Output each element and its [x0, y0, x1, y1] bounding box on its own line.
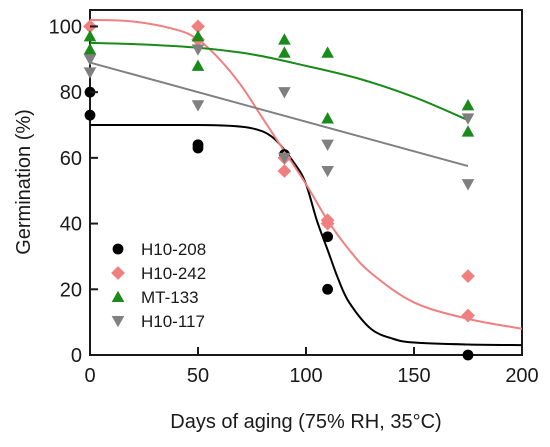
data-point-mt-133 — [83, 43, 97, 55]
legend-label-h10-117: H10-117 — [141, 312, 205, 331]
fit-curve-h10-208 — [89, 123, 523, 347]
data-point-h10-242 — [461, 269, 475, 284]
data-point-h10-242 — [320, 216, 335, 231]
data-point-h10-117 — [321, 165, 334, 178]
data-point-h10-117 — [461, 179, 475, 191]
data-points — [83, 19, 475, 361]
data-point-h10-117 — [461, 113, 475, 125]
x-tick-label: 50 — [187, 365, 209, 387]
axis-ticks: 0 50 100 150 200 0 20 40 60 80 100 — [49, 16, 539, 387]
data-point-h10-242 — [277, 164, 292, 178]
data-point-h10-208 — [84, 109, 96, 121]
x-tick-label: 100 — [289, 365, 322, 387]
data-point-h10-208 — [322, 231, 333, 243]
legend-marker-h10-242 — [111, 266, 125, 280]
y-tick-label: 20 — [60, 279, 82, 301]
data-point-h10-117 — [191, 44, 205, 56]
legend-marker-h10-208 — [112, 243, 124, 255]
data-point-mt-133 — [278, 46, 291, 58]
data-point-h10-242 — [461, 308, 475, 323]
data-point-h10-208 — [192, 142, 204, 154]
data-point-mt-133 — [191, 59, 205, 71]
y-tick-label: 40 — [60, 214, 82, 236]
data-point-mt-133 — [83, 29, 97, 42]
legend-marker-h10-117 — [111, 315, 125, 328]
fit-curves — [89, 18, 523, 347]
data-point-mt-133 — [321, 46, 334, 58]
data-point-h10-208 — [322, 283, 333, 295]
data-point-h10-117 — [278, 87, 291, 99]
x-axis-title: Days of aging (75% RH, 35°C) — [170, 411, 441, 433]
fit-curve-h10-117 — [89, 61, 469, 168]
data-point-mt-133 — [461, 125, 475, 137]
y-tick-label: 0 — [71, 345, 82, 367]
x-tick-label: 0 — [84, 365, 95, 387]
data-point-mt-133 — [278, 33, 291, 45]
legend-marker-mt-133 — [111, 290, 125, 303]
data-point-h10-117 — [321, 139, 334, 152]
x-tick-label: 150 — [397, 365, 430, 387]
data-point-mt-133 — [191, 29, 205, 42]
data-point-h10-117 — [278, 152, 291, 165]
y-tick-label: 100 — [49, 16, 82, 38]
x-tick-label: 200 — [505, 365, 538, 387]
y-tick-label: 80 — [60, 82, 82, 104]
data-point-h10-117 — [83, 54, 97, 66]
legend: H10-208 H10-242 MT-133 H10-117 — [111, 240, 206, 331]
data-point-h10-117 — [191, 100, 205, 112]
data-point-h10-242 — [191, 19, 205, 34]
data-point-mt-133 — [461, 98, 475, 111]
fit-curve-mt-133 — [89, 41, 469, 121]
legend-label-h10-242: H10-242 — [141, 264, 206, 283]
data-point-h10-117 — [83, 67, 97, 79]
y-tick-label: 60 — [60, 148, 82, 170]
y-axis-title: Germination (%) — [13, 109, 35, 255]
legend-label-h10-208: H10-208 — [141, 240, 206, 259]
data-point-mt-133 — [321, 112, 334, 124]
legend-label-mt-133: MT-133 — [141, 288, 199, 307]
data-point-h10-208 — [462, 349, 474, 361]
